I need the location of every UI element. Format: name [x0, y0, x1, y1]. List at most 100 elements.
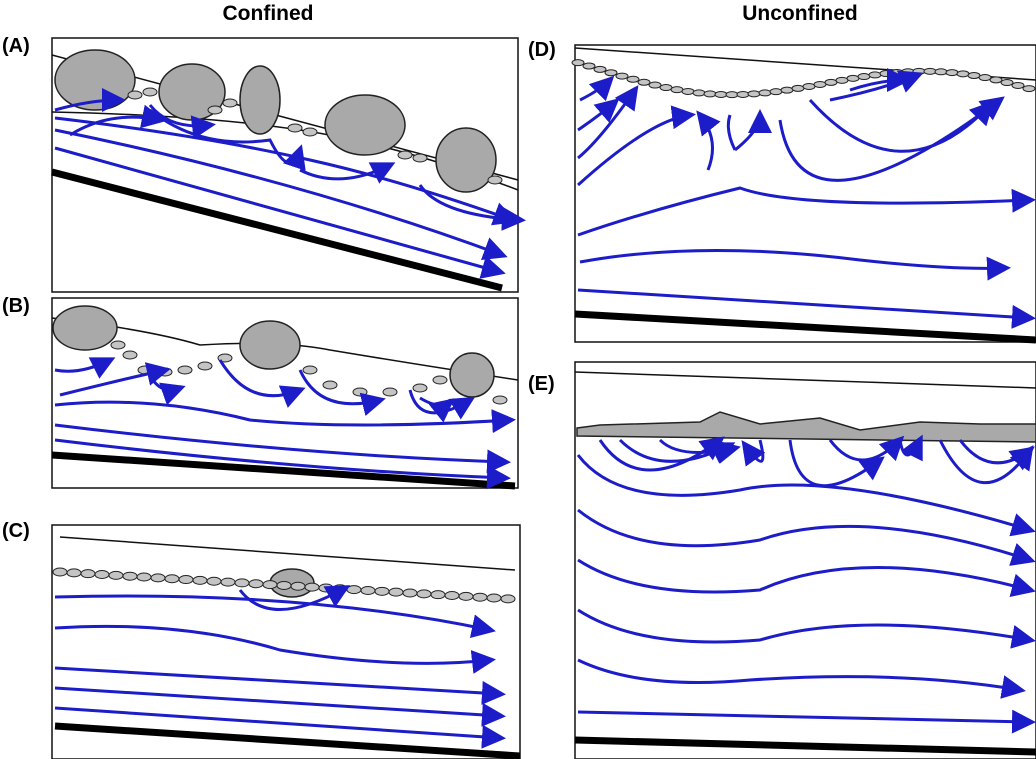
- pebble: [123, 351, 137, 359]
- pebble: [968, 73, 980, 79]
- pebble: [263, 581, 277, 589]
- pebble: [303, 366, 317, 374]
- boulder: [436, 128, 496, 192]
- panel-frame: [575, 45, 1036, 342]
- panel-label: (D): [528, 39, 556, 61]
- pebble: [223, 99, 237, 107]
- pebble: [143, 88, 157, 96]
- pebble: [207, 577, 221, 585]
- pebble: [748, 91, 760, 97]
- pebble: [375, 587, 389, 595]
- panel-label: (C): [2, 520, 30, 542]
- pebble: [53, 568, 67, 576]
- pebble: [95, 571, 109, 579]
- pebble: [473, 593, 487, 601]
- pebble: [990, 77, 1002, 83]
- pebble: [858, 74, 870, 80]
- pebble: [178, 366, 192, 374]
- pebble: [935, 69, 947, 75]
- pebble: [67, 569, 81, 577]
- pebble: [413, 384, 427, 392]
- pebble: [726, 92, 738, 98]
- pebble: [305, 583, 319, 591]
- boulder: [450, 353, 494, 397]
- pebble: [693, 90, 705, 96]
- left-title: Confined: [223, 2, 314, 25]
- pebble: [445, 592, 459, 600]
- pebble: [704, 91, 716, 97]
- panel-label: (A): [2, 35, 30, 57]
- pebble: [803, 83, 815, 89]
- pebble: [1023, 86, 1035, 92]
- pebble: [193, 576, 207, 584]
- pebble: [361, 586, 375, 594]
- pebble: [770, 89, 782, 95]
- pebble: [398, 151, 412, 159]
- pebble: [123, 572, 137, 580]
- pebble: [946, 70, 958, 76]
- pebble: [249, 580, 263, 588]
- pebble: [488, 176, 502, 184]
- pebble: [383, 388, 397, 396]
- pebble: [913, 68, 925, 74]
- pebble: [759, 90, 771, 96]
- pebble: [319, 584, 333, 592]
- boulder: [240, 66, 280, 134]
- pebble: [389, 588, 403, 596]
- pebble: [81, 570, 95, 578]
- pebble: [616, 73, 628, 79]
- pebble: [413, 154, 427, 162]
- pebble: [165, 575, 179, 583]
- pebble: [847, 75, 859, 81]
- pebble: [583, 63, 595, 69]
- pebble: [957, 71, 969, 77]
- pebble: [208, 106, 222, 114]
- pebble: [277, 581, 291, 589]
- boulder: [325, 95, 405, 155]
- pebble: [288, 124, 302, 132]
- pebble: [836, 77, 848, 83]
- pebble: [417, 590, 431, 598]
- pebble: [649, 82, 661, 88]
- pebble: [825, 79, 837, 85]
- pebble: [737, 91, 749, 97]
- pebble: [1012, 82, 1024, 88]
- pebble: [638, 79, 650, 85]
- pebble: [347, 586, 361, 594]
- pebble: [869, 72, 881, 78]
- pebble: [605, 70, 617, 76]
- panel-label: (B): [2, 295, 30, 317]
- pebble: [682, 88, 694, 94]
- pebble: [572, 60, 584, 66]
- pebble: [323, 381, 337, 389]
- pebble: [671, 87, 683, 93]
- pebble: [137, 573, 151, 581]
- pebble: [235, 579, 249, 587]
- pebble: [431, 591, 445, 599]
- pebble: [403, 589, 417, 597]
- pebble: [781, 87, 793, 93]
- pebble: [291, 582, 305, 590]
- pebble: [891, 69, 903, 75]
- right-title: Unconfined: [742, 2, 858, 25]
- pebble: [459, 592, 473, 600]
- page: Confined Unconfined (A) (B) (C) (D) (E) …: [0, 0, 1036, 759]
- pebble: [979, 75, 991, 81]
- pebble: [627, 76, 639, 82]
- pebble: [493, 396, 507, 404]
- pebble: [111, 341, 125, 349]
- pebble: [487, 594, 501, 602]
- pebble: [198, 362, 212, 370]
- pebble: [221, 578, 235, 586]
- pebble: [151, 574, 165, 582]
- pebble: [433, 376, 447, 384]
- panel-label: (E): [528, 373, 555, 395]
- pebble: [792, 85, 804, 91]
- pebble: [353, 388, 367, 396]
- pebble: [902, 69, 914, 75]
- pebble: [109, 571, 123, 579]
- pebble: [501, 595, 515, 603]
- pebble: [1001, 80, 1013, 86]
- pebble: [303, 128, 317, 136]
- figure: Confined Unconfined (A) (B) (C) (D) (E): [0, 0, 1036, 759]
